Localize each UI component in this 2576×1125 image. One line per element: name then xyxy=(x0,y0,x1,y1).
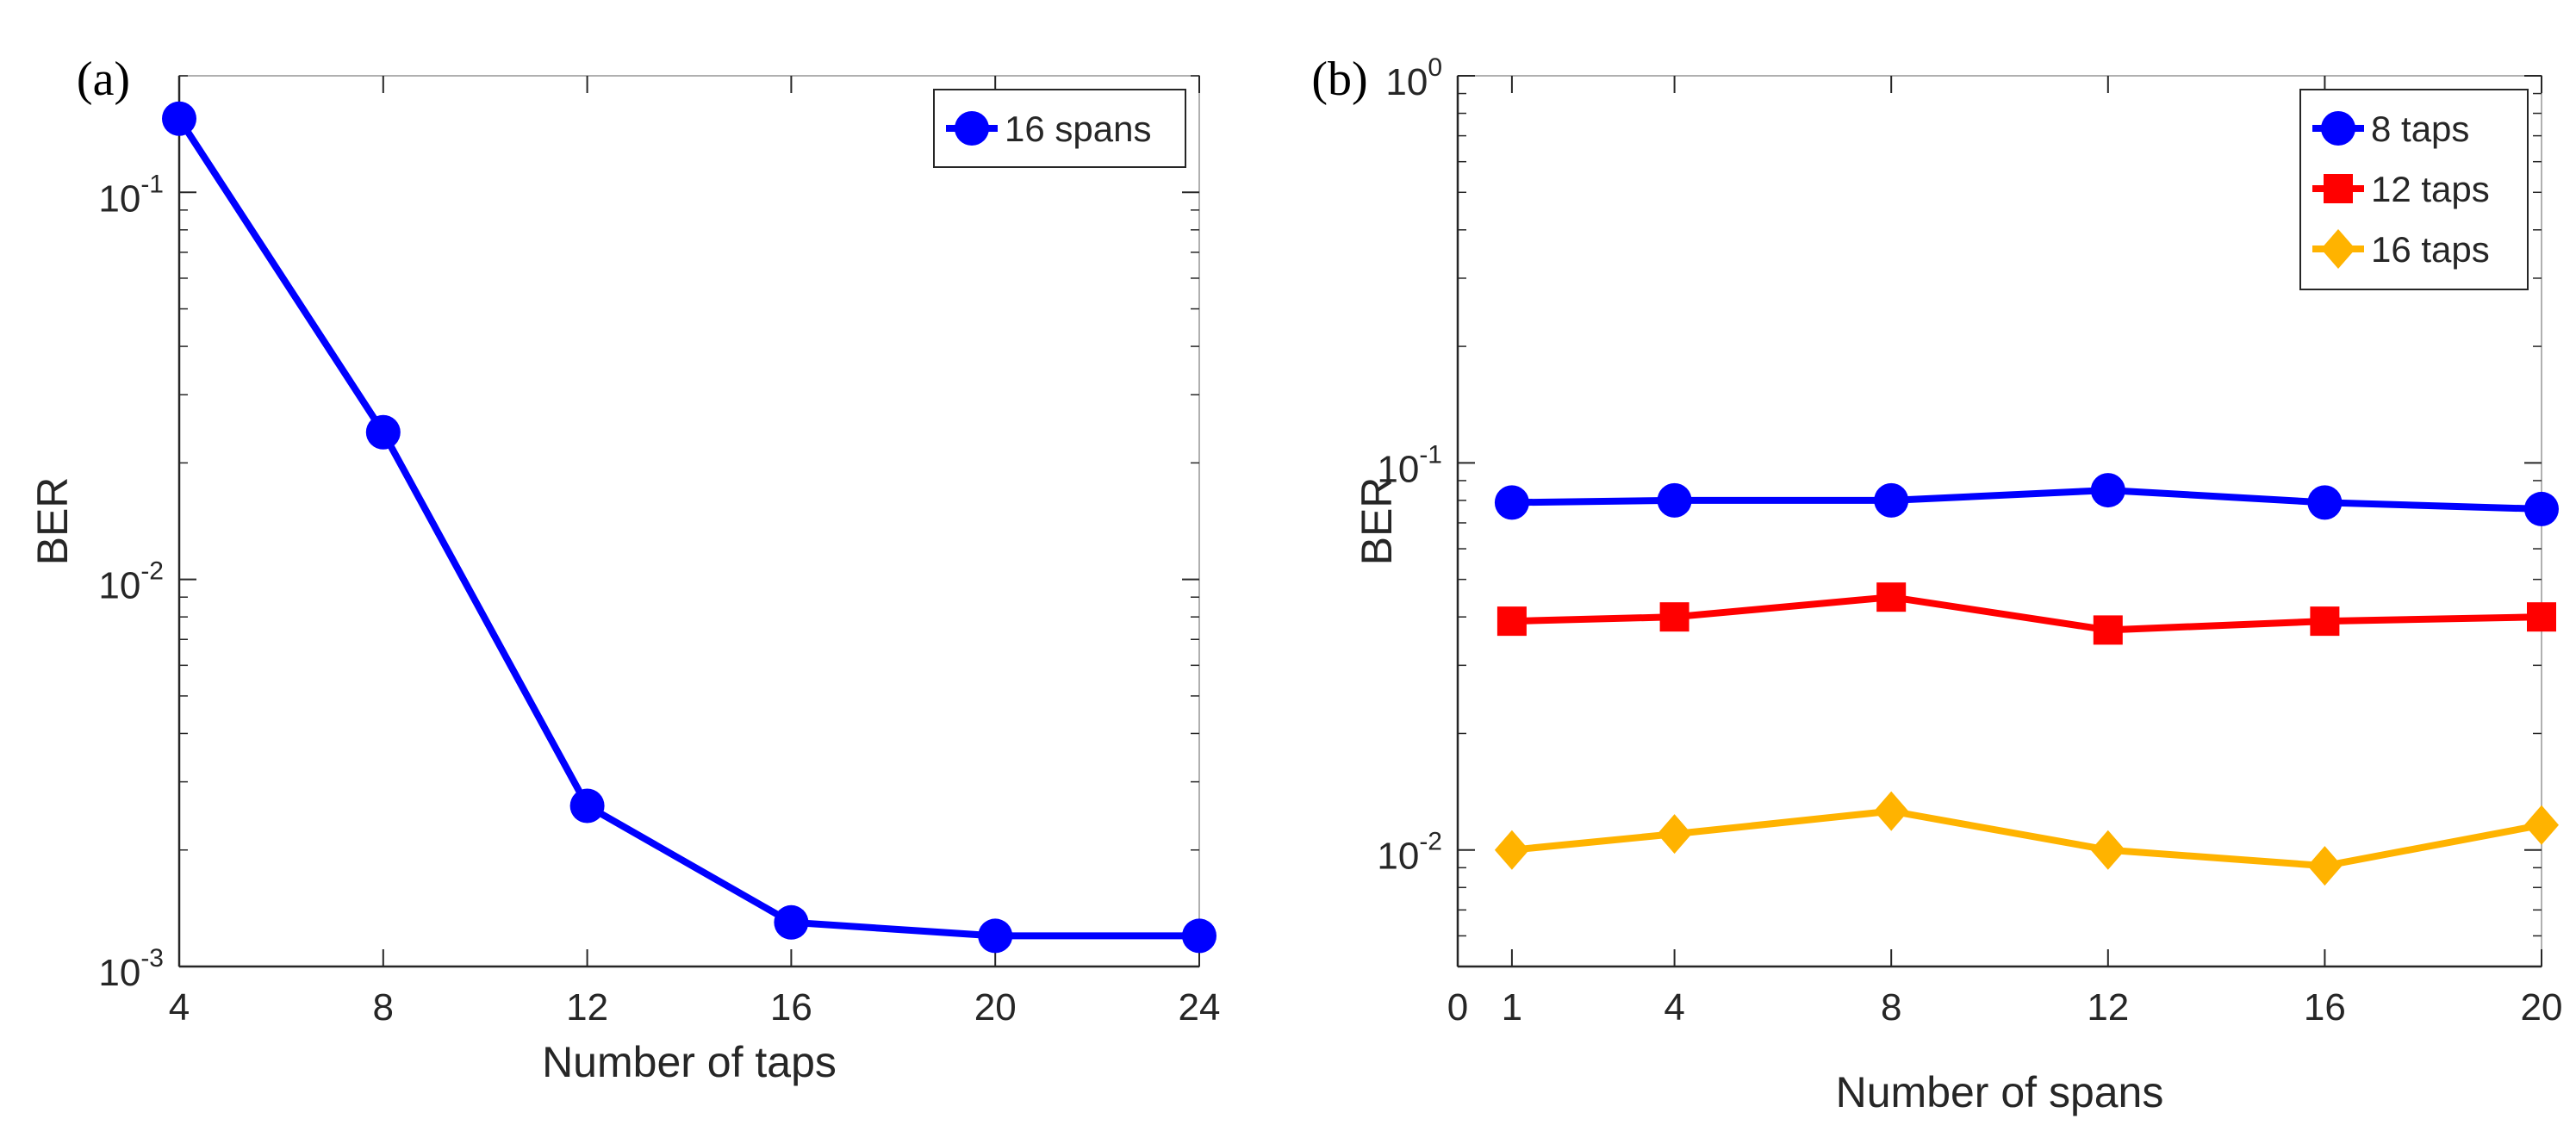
x-tick-label: 16 xyxy=(2304,986,2346,1029)
y-tick-base: 10 xyxy=(1377,448,1419,490)
x-tick-label: 4 xyxy=(1664,986,1684,1029)
series-line-0 xyxy=(1511,487,2542,513)
data-point xyxy=(2307,485,2343,520)
y-tick-label: 10-3 xyxy=(98,944,164,994)
x-tick-label: 4 xyxy=(169,986,190,1029)
y-tick-base: 10 xyxy=(1377,836,1419,878)
y-tick-base: 10 xyxy=(98,177,140,220)
y-tick-exponent: -2 xyxy=(140,557,164,586)
legend-label: 8 taps xyxy=(2371,109,2469,149)
legend-marker xyxy=(955,111,989,146)
data-point xyxy=(1494,830,1529,870)
x-tick-label: 20 xyxy=(974,986,1017,1029)
x-tick-label: 12 xyxy=(566,986,608,1029)
data-point xyxy=(1496,606,1527,637)
x-tick-label: 16 xyxy=(770,986,812,1029)
panel-label: (b) xyxy=(1311,53,1367,106)
y-tick-exponent: 0 xyxy=(1428,53,1442,82)
data-point xyxy=(2307,846,2343,886)
y-tick-label: 10-2 xyxy=(98,557,164,607)
data-point xyxy=(2093,615,2123,645)
data-point xyxy=(1876,582,1907,612)
series-line-0 xyxy=(176,116,1199,940)
x-tick-label: 24 xyxy=(1179,986,1221,1029)
y-tick-label: 10-1 xyxy=(98,170,164,220)
x-tick-label: 8 xyxy=(373,986,394,1029)
y-tick-exponent: -3 xyxy=(140,944,164,973)
data-point xyxy=(1657,814,1692,855)
y-tick-exponent: -1 xyxy=(140,170,164,198)
data-point xyxy=(1657,482,1692,518)
data-point xyxy=(2090,830,2125,870)
data-point xyxy=(1874,791,1909,831)
legend-marker xyxy=(2321,111,2355,146)
legend-label: 16 taps xyxy=(2371,229,2490,270)
x-axis-label: Number of taps xyxy=(542,1038,837,1086)
x-tick-label: 12 xyxy=(2087,986,2129,1029)
data-point xyxy=(2527,602,2556,632)
data-point xyxy=(774,904,809,940)
x-tick-label: 1 xyxy=(1502,986,1522,1029)
panel-label: (a) xyxy=(77,53,130,106)
x-tick-label: 8 xyxy=(1881,986,1901,1029)
data-point xyxy=(2310,606,2340,637)
y-tick-label: 10-1 xyxy=(1377,440,1442,490)
y-tick-base: 10 xyxy=(98,565,140,607)
data-point xyxy=(2524,805,2559,845)
legend-marker xyxy=(2321,229,2355,269)
data-point xyxy=(1874,482,1909,518)
data-point xyxy=(1494,485,1529,520)
legend-marker xyxy=(2324,174,2353,203)
data-point xyxy=(365,414,401,450)
series-line-2 xyxy=(1511,807,2542,870)
y-tick-label: 100 xyxy=(1385,53,1442,103)
data-point xyxy=(162,101,196,136)
data-point xyxy=(2090,473,2125,508)
y-tick-exponent: -1 xyxy=(1419,440,1442,469)
y-tick-base: 10 xyxy=(98,952,140,994)
y-tick-exponent: -2 xyxy=(1419,828,1442,856)
y-tick-label: 10-2 xyxy=(1377,828,1442,878)
data-point xyxy=(1659,602,1689,632)
series-line-1 xyxy=(1511,594,2542,634)
y-axis-label: BER xyxy=(1353,477,1401,566)
legend-label: 12 taps xyxy=(2371,169,2490,209)
x-tick-label: 20 xyxy=(2521,986,2563,1029)
data-point xyxy=(569,788,605,824)
data-point xyxy=(978,918,1013,954)
y-tick-base: 10 xyxy=(1385,61,1428,103)
data-point xyxy=(2524,491,2559,526)
legend-label: 16 spans xyxy=(1005,109,1151,149)
y-axis-label: BER xyxy=(28,477,77,566)
plot-frame xyxy=(178,75,1200,967)
data-point xyxy=(1182,918,1216,954)
x-axis-label: Number of spans xyxy=(1836,1068,2164,1116)
x-tick-label: 0 xyxy=(1447,986,1468,1029)
